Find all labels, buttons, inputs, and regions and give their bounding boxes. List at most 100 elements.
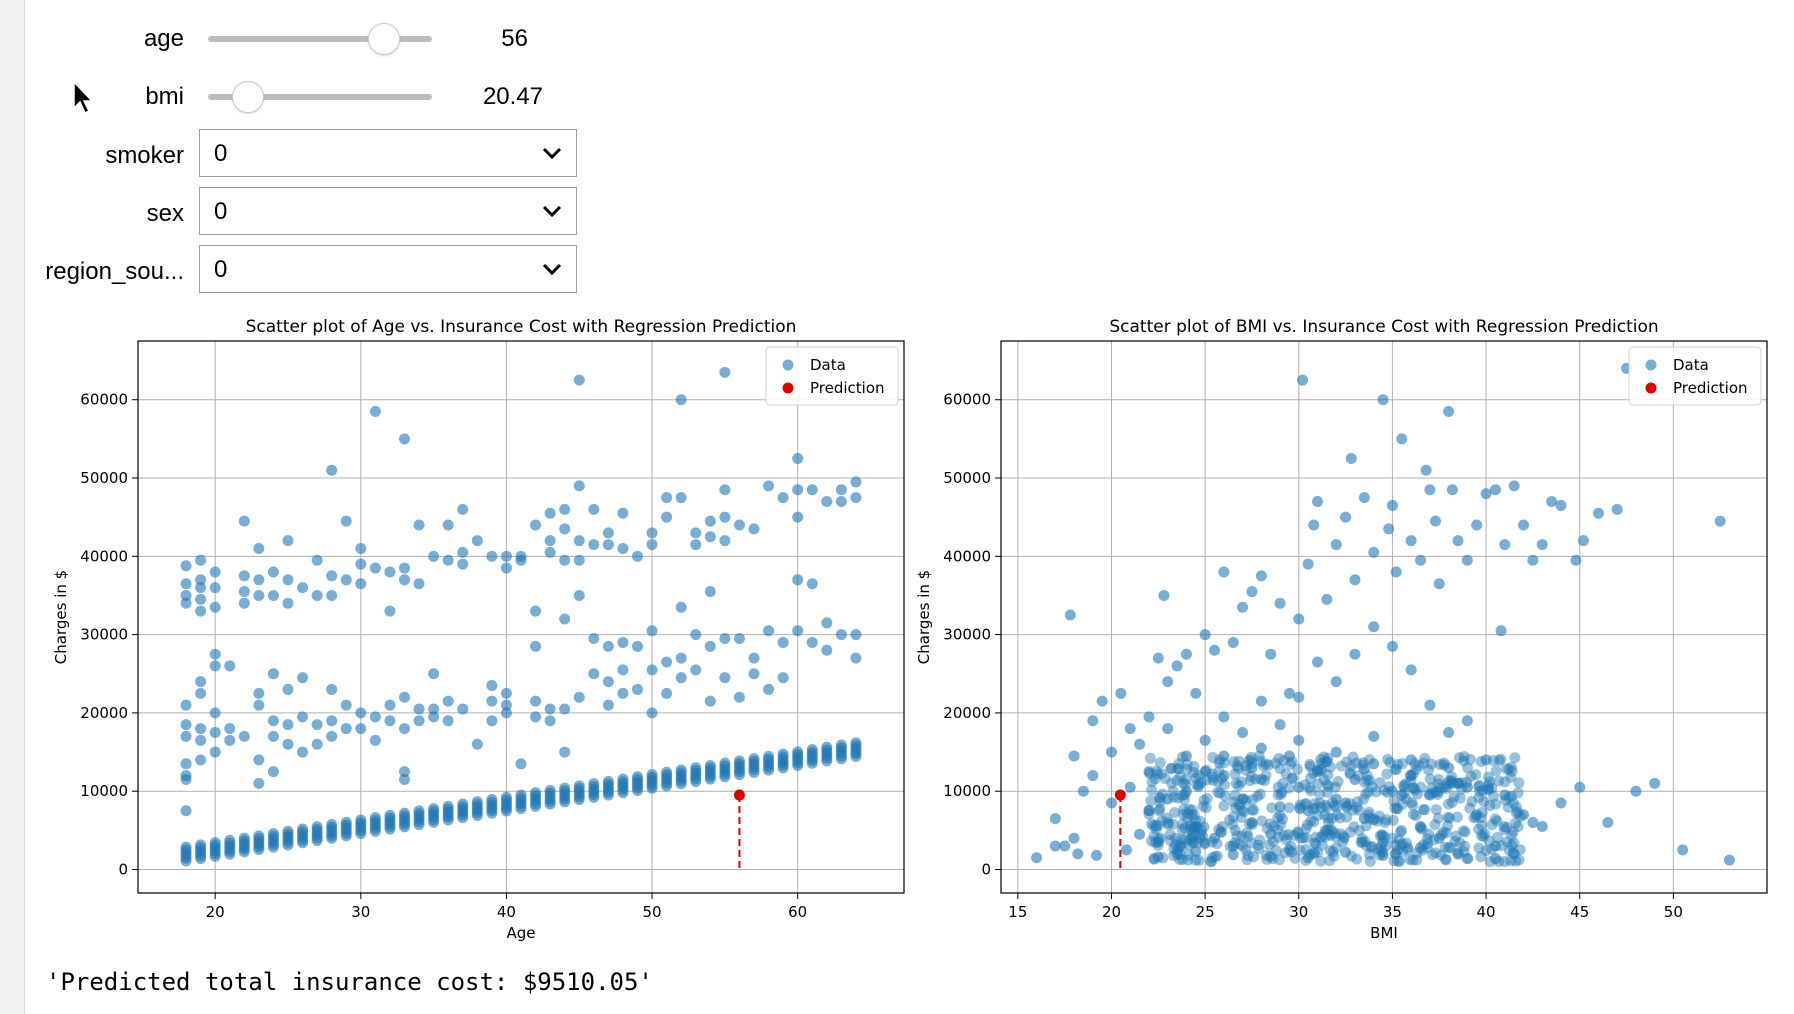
age-label: age xyxy=(143,25,184,52)
data-point xyxy=(1377,836,1389,848)
data-point xyxy=(1376,829,1388,841)
data-point xyxy=(1186,832,1198,844)
data-point xyxy=(1326,825,1338,837)
data-point xyxy=(1299,798,1311,810)
data-point xyxy=(369,562,381,574)
data-point xyxy=(413,703,425,715)
data-point xyxy=(1322,786,1334,798)
data-point xyxy=(1329,799,1341,811)
data-point xyxy=(1503,763,1515,775)
data-point xyxy=(1148,830,1160,842)
data-point xyxy=(1282,829,1294,841)
data-point xyxy=(1305,785,1317,797)
bmi-slider-thumb[interactable] xyxy=(231,81,264,113)
data-point xyxy=(1506,829,1518,841)
region-select[interactable]: 0 xyxy=(199,245,577,293)
data-point xyxy=(486,695,498,707)
data-point xyxy=(1464,753,1476,765)
data-point xyxy=(1406,796,1418,808)
data-point xyxy=(1456,777,1468,789)
data-point xyxy=(209,726,221,738)
sex-select[interactable]: 0 xyxy=(199,187,577,235)
data-point xyxy=(1218,750,1230,762)
data-point xyxy=(1443,841,1455,853)
data-point xyxy=(486,715,498,727)
data-point xyxy=(1240,844,1252,856)
data-point xyxy=(1363,806,1375,818)
data-point xyxy=(1314,763,1326,775)
data-point xyxy=(1357,757,1369,769)
y-tick-label: 0 xyxy=(981,861,991,879)
data-point xyxy=(1147,820,1159,832)
data-point xyxy=(1415,554,1427,566)
chart-title: Scatter plot of Age vs. Insurance Cost w… xyxy=(246,317,797,337)
data-point xyxy=(1536,539,1548,551)
data-point xyxy=(1237,840,1249,852)
data-point xyxy=(1324,823,1336,835)
data-point xyxy=(384,605,396,617)
data-point xyxy=(1209,832,1221,844)
bmi-label: bmi xyxy=(145,83,184,110)
data-point xyxy=(1677,844,1689,856)
data-point xyxy=(1207,772,1219,784)
data-point xyxy=(1181,812,1193,824)
data-point xyxy=(1188,823,1200,835)
data-point xyxy=(1424,699,1436,711)
data-point xyxy=(1452,777,1464,789)
data-point xyxy=(1200,774,1212,786)
data-point xyxy=(1386,640,1398,652)
data-point xyxy=(1486,819,1498,831)
data-point xyxy=(1340,511,1352,523)
data-point xyxy=(1209,644,1221,656)
data-point xyxy=(1389,802,1401,814)
data-point xyxy=(282,825,294,837)
data-point xyxy=(1216,821,1228,833)
data-point xyxy=(602,775,614,787)
legend-prediction-label: Prediction xyxy=(810,379,885,397)
data-point xyxy=(1158,589,1170,601)
smoker-select[interactable]: 0 xyxy=(199,129,577,177)
data-point xyxy=(267,715,279,727)
y-tick-label: 50000 xyxy=(80,469,128,487)
data-point xyxy=(224,734,236,746)
data-point xyxy=(428,550,440,562)
data-point xyxy=(1405,770,1417,782)
x-tick-label: 60 xyxy=(788,903,807,921)
age-slider-thumb[interactable] xyxy=(368,23,401,55)
data-point xyxy=(1473,791,1485,803)
data-point xyxy=(661,492,673,504)
data-point xyxy=(442,800,454,812)
data-point xyxy=(1216,772,1228,784)
data-point xyxy=(1237,601,1249,613)
data-point xyxy=(195,593,207,605)
data-point xyxy=(661,687,673,699)
data-point xyxy=(1124,723,1136,735)
bmi-slider-track[interactable] xyxy=(208,94,432,100)
data-point xyxy=(1174,771,1186,783)
data-point xyxy=(1473,823,1485,835)
data-point xyxy=(471,738,483,750)
age-slider-track[interactable] xyxy=(208,36,432,42)
data-point xyxy=(1488,790,1500,802)
legend-data-label: Data xyxy=(1673,356,1709,374)
data-point xyxy=(1120,844,1132,856)
data-point xyxy=(1230,802,1242,814)
data-point xyxy=(544,784,556,796)
data-point xyxy=(573,691,585,703)
data-point xyxy=(1407,854,1419,866)
data-point xyxy=(646,527,658,539)
data-point xyxy=(384,809,396,821)
data-point xyxy=(646,707,658,719)
data-point xyxy=(1446,778,1458,790)
data-point xyxy=(733,633,745,645)
data-point xyxy=(1506,761,1518,773)
data-point xyxy=(675,652,687,664)
data-point xyxy=(297,746,309,758)
data-point xyxy=(1724,854,1736,866)
data-point xyxy=(1395,839,1407,851)
data-point xyxy=(515,554,527,566)
data-point xyxy=(253,777,265,789)
data-point xyxy=(1473,779,1485,791)
x-tick-label: 50 xyxy=(643,903,662,921)
data-point xyxy=(1145,795,1157,807)
